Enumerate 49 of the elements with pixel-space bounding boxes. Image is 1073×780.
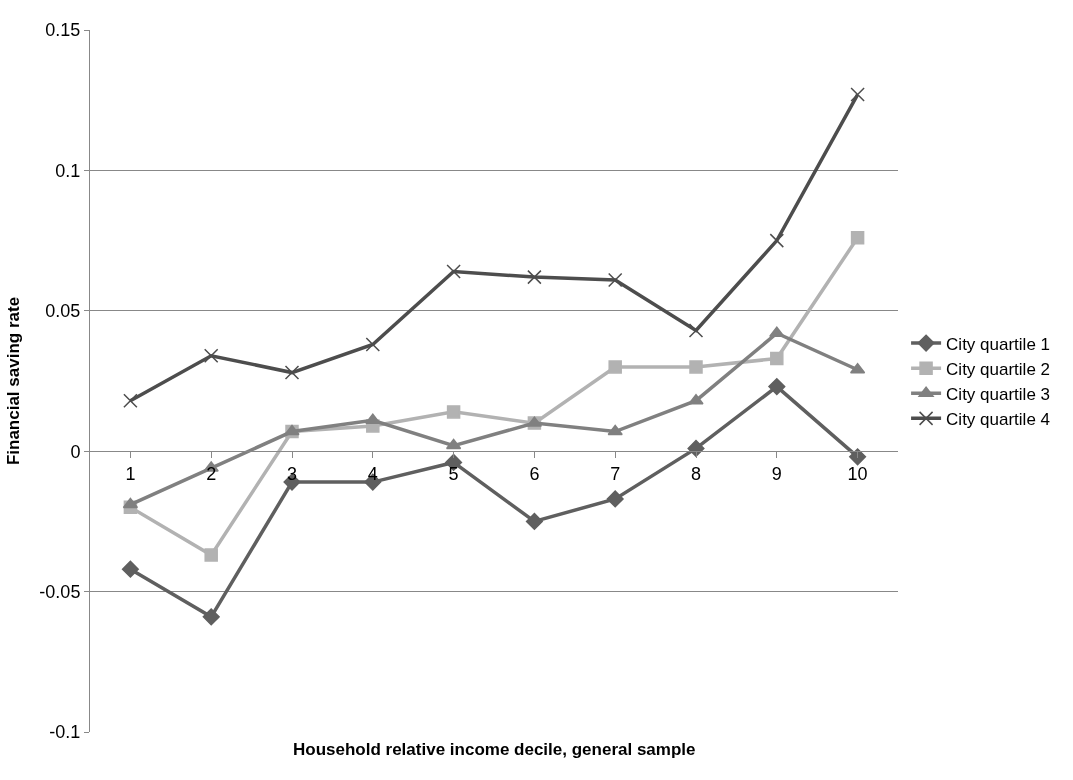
y-tick-label: 0.05 — [45, 301, 81, 322]
point — [122, 497, 139, 509]
point — [203, 348, 219, 363]
x-tick-label: 8 — [690, 463, 702, 484]
point — [688, 393, 704, 405]
point — [365, 413, 381, 425]
legend-label: City quartile 4 — [946, 409, 1051, 429]
point — [607, 424, 623, 436]
point — [121, 560, 139, 578]
point — [687, 439, 705, 457]
legend-label: City quartile 2 — [946, 359, 1051, 379]
point — [850, 87, 865, 102]
point — [849, 448, 867, 466]
point — [445, 438, 462, 450]
y-tick-label: 0.15 — [45, 20, 81, 41]
y-tick-label: -0.05 — [39, 581, 81, 602]
x-tick-label: 5 — [448, 463, 459, 484]
point — [769, 233, 785, 248]
x-tick-label: 9 — [771, 463, 782, 484]
x-tick-label: 6 — [529, 463, 540, 484]
x-axis-title: Household relative income decile, general sample — [293, 740, 696, 759]
y-tick-label: -0.1 — [49, 722, 81, 743]
legend-label: City quartile 3 — [946, 384, 1051, 404]
point — [608, 360, 622, 374]
point — [525, 512, 543, 530]
point — [365, 337, 381, 352]
x-tick-label: 2 — [206, 463, 217, 484]
legend-label: City quartile 1 — [946, 334, 1051, 354]
point — [689, 360, 703, 374]
y-tick-label: 0.1 — [55, 160, 81, 181]
point — [850, 231, 865, 245]
point — [606, 490, 624, 508]
point — [527, 269, 542, 285]
x-tick-label: 7 — [610, 463, 621, 484]
y-tick-label: 0 — [70, 441, 81, 462]
point — [607, 272, 623, 288]
point — [768, 378, 786, 396]
point — [446, 264, 461, 279]
point — [446, 405, 461, 419]
point — [123, 393, 138, 408]
point — [202, 608, 220, 626]
y-axis-title: Financial saving rate — [3, 296, 23, 466]
point — [284, 365, 300, 380]
point — [770, 351, 784, 366]
point — [688, 323, 704, 338]
point — [204, 548, 218, 562]
x-tick-label: 1 — [125, 463, 136, 484]
point — [769, 326, 785, 338]
x-tick-label: 10 — [847, 463, 868, 484]
